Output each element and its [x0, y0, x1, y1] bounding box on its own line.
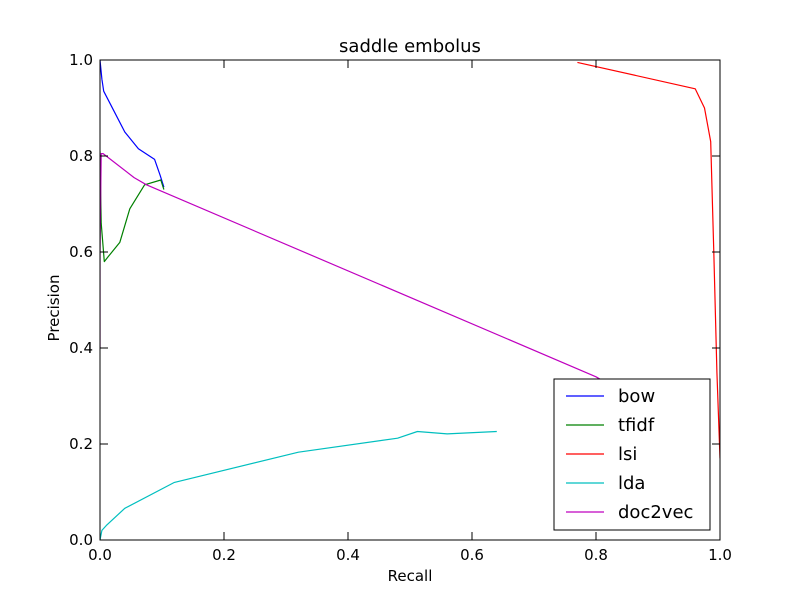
- x-tick-label: 0.4: [336, 546, 360, 564]
- y-tick-label: 0.0: [69, 531, 93, 549]
- x-tick-label: 0.0: [88, 546, 112, 564]
- y-tick-label: 0.2: [69, 435, 93, 453]
- legend: bow tfidf lsi lda doc2vec: [553, 378, 711, 531]
- series-line-lsi: [577, 61, 720, 459]
- legend-label-lda: lda: [618, 473, 645, 494]
- y-tick-label: 0.6: [69, 243, 93, 261]
- x-tick-label: 0.8: [584, 546, 608, 564]
- y-tick-label: 0.8: [69, 147, 93, 165]
- legend-label-lsi: lsi: [618, 444, 637, 465]
- plot-area: 0.0 0.2 0.4 0.6 0.8 1.0 0.0 0.2 0.4 0.6 0.8 1.0: [69, 51, 732, 564]
- x-tick-label: 0.2: [212, 546, 236, 564]
- y-axis-label: Precision: [45, 275, 63, 342]
- y-tick-label: 0.4: [69, 339, 93, 357]
- axes-frame: [99, 59, 721, 541]
- series-line-tfidf: [100, 151, 165, 263]
- chart-title: saddle embolus: [339, 36, 481, 57]
- x-tick-label: 0.6: [460, 546, 484, 564]
- y-tick-label: 1.0: [69, 51, 93, 69]
- x-tick-label: 1.0: [708, 546, 732, 564]
- legend-label-doc2vec: doc2vec: [618, 502, 693, 523]
- x-axis-label: Recall: [388, 567, 433, 585]
- legend-label-tfidf: tfidf: [618, 415, 655, 436]
- series-line-bow: [100, 60, 165, 188]
- legend-label-bow: bow: [618, 386, 655, 407]
- series-line-lda: [100, 430, 497, 540]
